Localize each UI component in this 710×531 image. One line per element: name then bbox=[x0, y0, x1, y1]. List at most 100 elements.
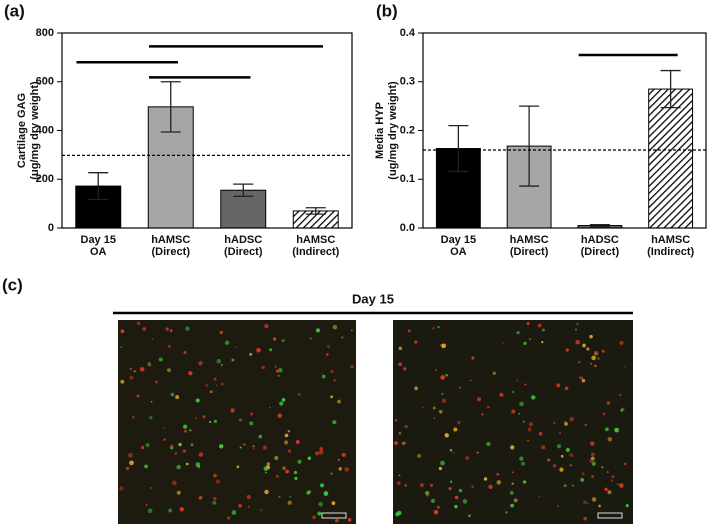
cell-dot bbox=[275, 474, 279, 478]
cell-dot bbox=[243, 443, 246, 446]
cell-dot bbox=[276, 369, 280, 373]
cell-dot bbox=[396, 481, 401, 486]
cell-dot bbox=[158, 357, 163, 362]
cell-dot bbox=[269, 348, 273, 352]
cell-dot bbox=[471, 356, 475, 360]
y-tick-label: 0.4 bbox=[400, 27, 416, 39]
y-tick-label: 0.2 bbox=[400, 124, 415, 136]
cell-dot bbox=[557, 505, 559, 507]
cell-dot bbox=[266, 462, 271, 466]
cell-dot bbox=[332, 324, 338, 330]
panel-label: (b) bbox=[376, 1, 398, 20]
cell-dot bbox=[341, 452, 346, 457]
cell-dot bbox=[457, 420, 461, 425]
cell-dot bbox=[174, 452, 178, 456]
cell-dot bbox=[170, 444, 174, 449]
cell-dot bbox=[441, 393, 444, 395]
cell-dot bbox=[575, 339, 581, 345]
cell-dot bbox=[594, 352, 597, 355]
x-tick-label: (Direct) bbox=[581, 246, 620, 258]
cell-dot bbox=[297, 392, 301, 397]
cell-dot bbox=[601, 349, 605, 353]
cell-dot bbox=[269, 406, 271, 409]
cell-dot bbox=[188, 370, 193, 376]
cell-dot bbox=[563, 484, 567, 488]
y-tick-label: 800 bbox=[36, 27, 54, 39]
cell-dot bbox=[261, 365, 266, 370]
panel-label: (a) bbox=[4, 1, 25, 20]
y-tick-label: 0.1 bbox=[400, 173, 415, 185]
cell-dot bbox=[168, 345, 171, 348]
panel-label: (c) bbox=[2, 275, 23, 294]
x-tick-label: Day 15 bbox=[441, 234, 476, 246]
cell-dot bbox=[341, 336, 344, 339]
cell-dot bbox=[195, 462, 201, 467]
cell-dot bbox=[325, 353, 329, 356]
error-bar bbox=[519, 105, 540, 187]
cell-dot bbox=[172, 480, 177, 486]
cell-dot bbox=[407, 329, 411, 333]
cell-dot bbox=[425, 493, 430, 497]
y-tick-label: 600 bbox=[36, 76, 54, 88]
cell-dot bbox=[248, 505, 250, 508]
cell-dot bbox=[264, 324, 269, 329]
plot-frame bbox=[422, 32, 707, 229]
cell-dot bbox=[398, 432, 402, 435]
cell-dot bbox=[556, 383, 561, 388]
cell-dot bbox=[252, 445, 255, 448]
cell-dot bbox=[119, 486, 124, 491]
cell-dot bbox=[436, 505, 440, 509]
cell-dot bbox=[262, 445, 267, 450]
cell-dot bbox=[564, 422, 568, 426]
cell-dot bbox=[591, 475, 595, 478]
cell-dot bbox=[274, 455, 279, 461]
cell-dot bbox=[523, 341, 527, 345]
cell-dot bbox=[231, 510, 237, 515]
cell-dot bbox=[190, 443, 194, 447]
micrograph bbox=[118, 320, 356, 524]
cell-dot bbox=[176, 464, 181, 470]
cell-dot bbox=[315, 328, 321, 333]
cell-dot bbox=[541, 340, 544, 344]
cell-dot bbox=[144, 464, 148, 469]
cell-dot bbox=[586, 502, 589, 505]
cell-dot bbox=[227, 516, 231, 520]
cell-dot bbox=[583, 516, 587, 521]
cell-dot bbox=[350, 364, 354, 369]
cell-dot bbox=[519, 456, 524, 461]
cell-dot bbox=[294, 476, 298, 480]
cell-dot bbox=[458, 386, 462, 389]
cell-dot bbox=[522, 420, 525, 423]
x-tick-label: hADSC bbox=[581, 234, 619, 246]
cell-dot bbox=[120, 379, 125, 384]
cell-dot bbox=[496, 472, 500, 476]
y-tick-label: 200 bbox=[36, 173, 54, 185]
cell-dot bbox=[350, 329, 353, 332]
cell-dot bbox=[319, 483, 325, 488]
cell-dot bbox=[581, 378, 586, 383]
cell-dot bbox=[330, 472, 333, 475]
cell-dot bbox=[258, 434, 263, 439]
x-tick-label: OA bbox=[450, 246, 467, 258]
error-bar bbox=[233, 183, 254, 197]
cell-dot bbox=[580, 477, 585, 482]
cell-dot bbox=[293, 470, 298, 475]
cell-dot bbox=[590, 441, 595, 446]
cell-dot bbox=[163, 426, 165, 429]
cell-dot bbox=[563, 420, 566, 423]
cell-dot bbox=[492, 371, 496, 375]
cell-dot bbox=[511, 471, 514, 474]
cell-dot bbox=[449, 480, 453, 483]
cell-dot bbox=[526, 322, 530, 326]
cell-dot bbox=[578, 376, 582, 380]
cell-dot bbox=[312, 515, 316, 520]
error-bar bbox=[448, 124, 469, 173]
cell-dot bbox=[511, 390, 515, 394]
cell-dot bbox=[185, 326, 190, 331]
cell-dot bbox=[528, 337, 532, 341]
cell-dot bbox=[281, 339, 285, 343]
y-tick-label: 0.3 bbox=[400, 76, 415, 88]
cell-dot bbox=[527, 427, 532, 432]
cell-dot bbox=[202, 415, 206, 419]
cell-dot bbox=[470, 379, 472, 382]
